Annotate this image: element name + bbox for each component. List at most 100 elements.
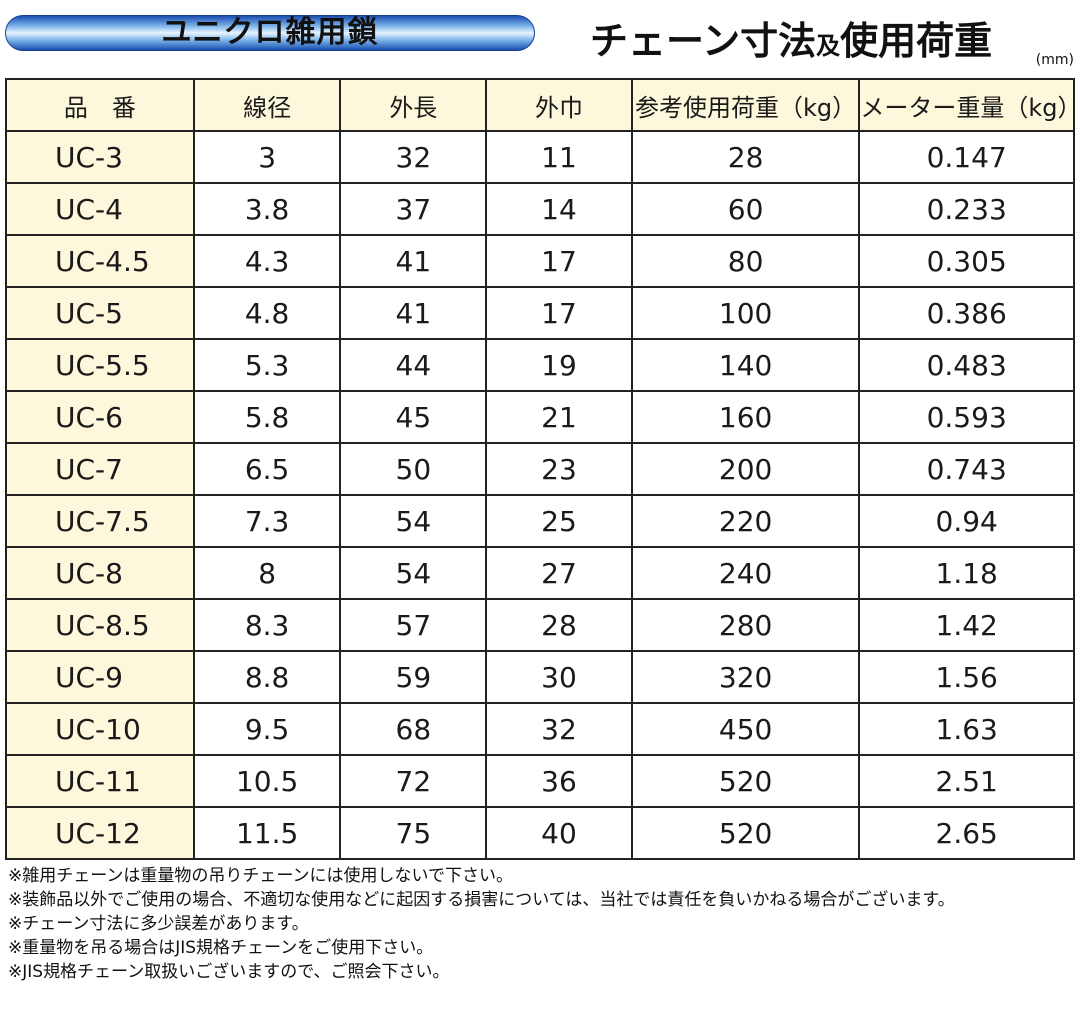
cell: 140 [630,338,861,392]
cell: 57 [339,598,488,652]
cell: 21 [485,390,633,444]
cell: 30 [485,650,633,704]
product-code: UC-8.5 [5,598,195,652]
cell: 2.51 [858,754,1075,808]
cell: 25 [485,494,633,548]
cell: 28 [630,130,861,184]
product-code: UC-7 [5,442,195,496]
note: ※JIS規格チェーン取扱いございますので、ご照会下さい。 [8,962,450,982]
cell: 28 [485,598,633,652]
product-code: UC-8 [5,546,195,600]
header-row: 品 番線径 外長 外巾 参考使用荷重（kg） メーター重量（kg） [5,78,1080,132]
cell: 280 [630,598,861,652]
cell: 45 [339,390,488,444]
note: ※重量物を吊る場合はJIS規格チェーンをご使用下さい。 [8,938,434,958]
table-row: UC-4.5 4.3 41 17 80 0.305 [5,234,1075,288]
cell: 450 [630,702,861,756]
cell: 5.8 [192,390,342,444]
cell: 0.305 [858,234,1075,288]
table-row: UC-7.5 7.3 54 25 220 0.94 [5,494,1075,548]
product-code: UC-10 [5,702,195,756]
cell: 0.147 [858,130,1075,184]
cell: 4.3 [192,234,342,288]
cell: 9.5 [192,702,342,756]
cell: 72 [339,754,488,808]
table-row: UC-9 8.8 59 30 320 1.56 [5,650,1075,704]
cell: 0.94 [858,494,1075,548]
note: ※装飾品以外でご使用の場合、不適切な使用などに起因する損害については、当社では責… [8,890,955,910]
cell: 37 [339,182,488,236]
product-code: UC-12 [5,806,195,860]
cell: 17 [485,234,633,288]
unit: (mm) [1035,52,1074,68]
table-row: UC-6 5.8 45 21 160 0.593 [5,390,1075,444]
cell: 54 [339,494,488,548]
column-header: 品 番 [5,78,195,132]
note: ※雑用チェーンは重量物の吊りチェーンには使用しないで下さい。 [8,866,514,886]
cell: 5.3 [192,338,342,392]
table-body: UC-3 3 32 11 28 0.147 UC-4 3.8 37 14 60 0.233 UC-4.5… [5,130,1075,860]
cell: 160 [630,390,861,444]
badge: ユニクロ雑用鎖 [5,15,535,51]
cell: 60 [630,182,861,236]
cell: 19 [485,338,633,392]
cell: 36 [485,754,633,808]
column-header: 線径 [192,78,342,132]
product-code: UC-5.5 [5,338,195,392]
cell: 2.65 [858,806,1075,860]
spec-table: 品 番線径 外長 外巾 参考使用荷重（kg） メーター重量（kg） UC-3 3 32 11 2… [5,78,1080,860]
product-code: UC-4 [5,182,195,236]
product-code: UC-11 [5,754,195,808]
cell: 8.3 [192,598,342,652]
cell: 3.8 [192,182,342,236]
cell: 8.8 [192,650,342,704]
column-header: 参考使用荷重（kg） [630,78,861,132]
cell: 6.5 [192,442,342,496]
cell: 8 [192,546,342,600]
cell: 41 [339,234,488,288]
cell: 50 [339,442,488,496]
cell: 32 [339,130,488,184]
table-row: UC-3 3 32 11 28 0.147 [5,130,1075,184]
cell: 11.5 [192,806,342,860]
cell: 0.386 [858,286,1075,340]
cell: 1.42 [858,598,1075,652]
cell: 240 [630,546,861,600]
cell: 32 [485,702,633,756]
cell: 520 [630,806,861,860]
product-code: UC-4.5 [5,234,195,288]
notes: ※雑用チェーンは重量物の吊りチェーンには使用しないで下さい。 ※装飾品以外でご使用… [8,864,955,984]
badge-text: ユニクロ雑用鎖 [161,15,379,50]
title-sub: 使用荷重 [840,19,993,63]
cell: 54 [339,546,488,600]
product-code: UC-3 [5,130,195,184]
table-row: UC-12 11.5 75 40 520 2.65 [5,806,1075,860]
note: ※チェーン寸法に多少誤差があります。 [8,914,309,934]
cell: 220 [630,494,861,548]
cell: 41 [339,286,488,340]
cell: 0.743 [858,442,1075,496]
table-row: UC-8.5 8.3 57 28 280 1.42 [5,598,1075,652]
cell: 520 [630,754,861,808]
cell: 1.18 [858,546,1075,600]
cell: 100 [630,286,861,340]
table-row: UC-5.5 5.3 44 19 140 0.483 [5,338,1075,392]
cell: 75 [339,806,488,860]
column-header: 外長 [339,78,488,132]
cell: 0.593 [858,390,1075,444]
product-code: UC-5 [5,286,195,340]
cell: 7.3 [192,494,342,548]
cell: 320 [630,650,861,704]
table-row: UC-5 4.8 41 17 100 0.386 [5,286,1075,340]
cell: 10.5 [192,754,342,808]
cell: 1.63 [858,702,1075,756]
cell: 200 [630,442,861,496]
cell: 68 [339,702,488,756]
cell: 27 [485,546,633,600]
cell: 14 [485,182,633,236]
title-main: チェーン寸法 [590,19,817,63]
table-row: UC-8 8 54 27 240 1.18 [5,546,1075,600]
table-row: UC-10 9.5 68 32 450 1.63 [5,702,1075,756]
table-row: UC-4 3.8 37 14 60 0.233 [5,182,1075,236]
